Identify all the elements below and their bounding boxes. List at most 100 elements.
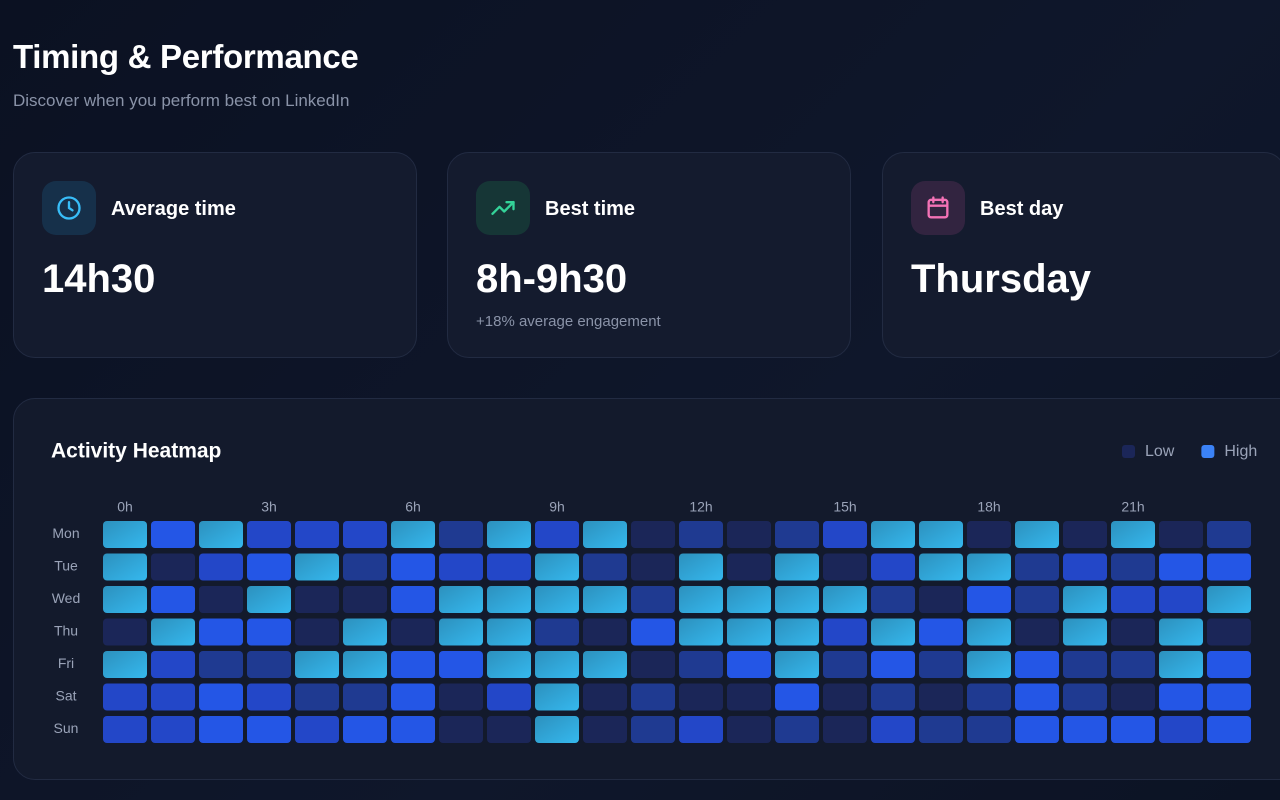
heat-cell — [247, 716, 291, 743]
heat-cell — [487, 651, 531, 678]
heat-cell — [1111, 683, 1155, 711]
y-tick-label: Thu — [54, 623, 78, 639]
heat-cell — [535, 716, 579, 743]
heat-cell — [823, 716, 867, 743]
heat-cell — [343, 683, 387, 711]
heat-cell — [679, 553, 723, 581]
heat-cell — [1015, 586, 1059, 613]
heat-cell — [247, 521, 291, 548]
heat-cell — [631, 683, 675, 711]
heat-cell — [151, 586, 195, 613]
heat-cell — [583, 553, 627, 581]
heat-cell — [1111, 521, 1155, 548]
heat-cell — [583, 716, 627, 743]
heat-cell — [1159, 586, 1203, 613]
heat-cell — [103, 553, 147, 581]
heat-cell — [631, 716, 675, 743]
heat-cell — [1063, 618, 1107, 646]
heat-cell — [1159, 683, 1203, 711]
heat-cell — [1159, 618, 1203, 646]
calendar-icon — [911, 181, 965, 235]
heat-cell — [583, 586, 627, 613]
heat-cell — [391, 521, 435, 548]
heat-cell — [1159, 651, 1203, 678]
heat-cell — [871, 651, 915, 678]
heat-cell — [967, 521, 1011, 548]
heat-cell — [439, 553, 483, 581]
card-value: 14h30 — [42, 257, 156, 301]
heat-cell — [247, 586, 291, 613]
heat-cell — [295, 716, 339, 743]
heat-cell — [151, 618, 195, 646]
heat-cell — [439, 683, 483, 711]
heat-cell — [679, 618, 723, 646]
x-tick-label: 3h — [261, 499, 277, 515]
heat-cell — [679, 586, 723, 613]
heat-cell — [871, 618, 915, 646]
heat-cell — [1015, 716, 1059, 743]
heat-cell — [487, 716, 531, 743]
heat-cell — [679, 716, 723, 743]
heat-cell — [535, 618, 579, 646]
heatmap-title: Activity Heatmap — [51, 440, 221, 463]
heat-cell — [1063, 683, 1107, 711]
stat-card: Best time 8h-9h30 +18% average engagemen… — [447, 152, 851, 358]
heat-cell — [823, 618, 867, 646]
heat-cell — [967, 651, 1011, 678]
heat-cell — [871, 521, 915, 548]
y-tick-label: Wed — [52, 590, 81, 606]
card-label: Best day — [980, 198, 1064, 220]
heat-cell — [1063, 521, 1107, 548]
heat-cell — [679, 651, 723, 678]
heat-cell — [1159, 521, 1203, 548]
y-tick-label: Fri — [58, 655, 74, 671]
heat-cell — [199, 521, 243, 548]
heat-cell — [391, 651, 435, 678]
card-value: 8h-9h30 — [476, 257, 628, 301]
heat-cell — [151, 521, 195, 548]
x-tick-label: 15h — [833, 499, 856, 515]
heat-cell — [487, 683, 531, 711]
heat-cell — [199, 716, 243, 743]
heat-cell — [967, 586, 1011, 613]
page-subtitle: Discover when you perform best on Linked… — [13, 91, 350, 110]
heat-cell — [295, 553, 339, 581]
heat-cell — [343, 651, 387, 678]
heat-cell — [487, 553, 531, 581]
heat-cell — [199, 618, 243, 646]
heat-cell — [1015, 618, 1059, 646]
heat-cell — [487, 618, 531, 646]
heat-cell — [967, 553, 1011, 581]
heat-cell — [727, 553, 771, 581]
heat-cell — [823, 651, 867, 678]
heat-cell — [439, 586, 483, 613]
clock-icon — [42, 181, 96, 235]
y-tick-label: Sat — [55, 688, 76, 704]
heat-cell — [775, 586, 819, 613]
heat-cell — [631, 651, 675, 678]
heat-cell — [1063, 716, 1107, 743]
heat-cell — [295, 683, 339, 711]
heat-cell — [1063, 651, 1107, 678]
x-tick-label: 0h — [117, 499, 133, 515]
heat-cell — [343, 553, 387, 581]
heat-cell — [919, 618, 963, 646]
heat-cell — [1159, 716, 1203, 743]
heat-cell — [535, 553, 579, 581]
card-value: Thursday — [911, 257, 1092, 301]
heat-cell — [919, 553, 963, 581]
heat-cell — [727, 683, 771, 711]
heat-cell — [1159, 553, 1203, 581]
heat-cell — [343, 716, 387, 743]
heat-cell — [1207, 618, 1251, 646]
heat-cell — [727, 521, 771, 548]
heat-cell — [295, 651, 339, 678]
heat-cell — [823, 683, 867, 711]
heat-cell — [775, 716, 819, 743]
heat-cell — [775, 651, 819, 678]
heat-cell — [295, 618, 339, 646]
heat-cell — [679, 521, 723, 548]
heat-cell — [247, 683, 291, 711]
heat-cell — [1015, 651, 1059, 678]
